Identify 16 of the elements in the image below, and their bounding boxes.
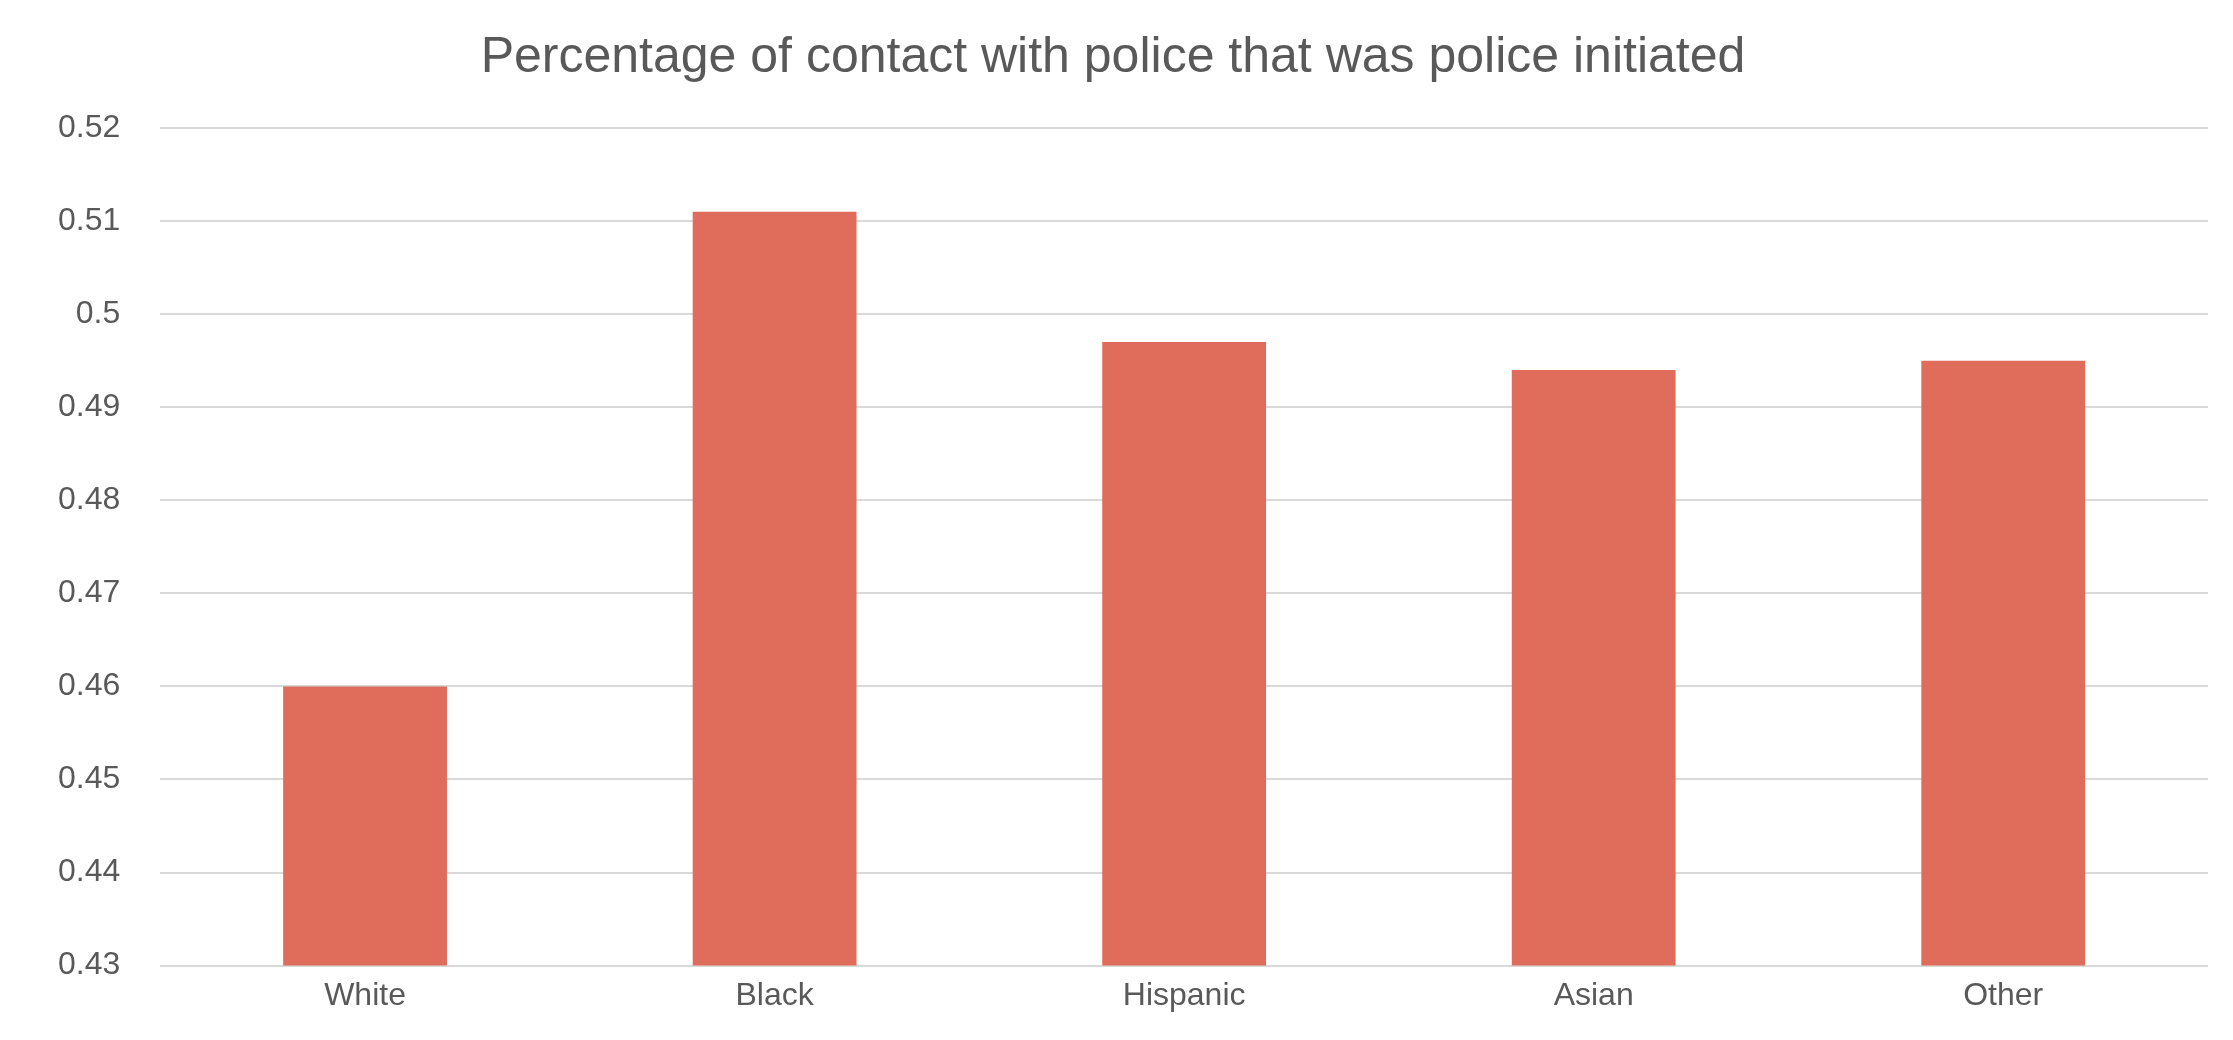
x-tick-label: Asian <box>1553 975 1634 1012</box>
y-tick-label: 0.51 <box>58 200 121 237</box>
y-tick-label: 0.43 <box>58 945 121 982</box>
y-tick-label: 0.48 <box>58 480 121 517</box>
x-tick-label: Black <box>735 975 815 1012</box>
y-tick-label: 0.5 <box>75 293 121 330</box>
x-tick-label: Other <box>1963 975 2044 1012</box>
y-tick-label: 0.46 <box>58 666 121 703</box>
chart-title: Percentage of contact with police that was police initiated <box>480 26 1746 83</box>
y-tick-label: 0.44 <box>58 852 121 889</box>
y-tick-label: 0.49 <box>58 387 121 424</box>
x-tick-label: White <box>324 975 406 1012</box>
y-tick-label: 0.52 <box>58 107 121 144</box>
y-tick-label: 0.45 <box>58 759 121 796</box>
y-tick-label: 0.47 <box>58 573 121 610</box>
x-tick-label: Hispanic <box>1122 975 1246 1012</box>
